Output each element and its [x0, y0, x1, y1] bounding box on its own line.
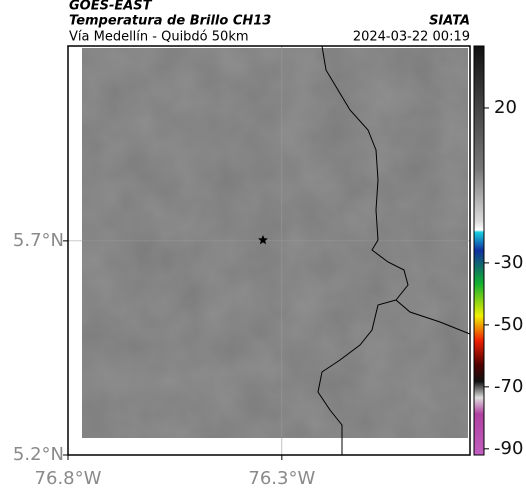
subtitle: Vía Medellín - Quibdó 50km [69, 30, 249, 45]
lon-tick-label: 76.3°W [248, 468, 315, 489]
lat-tick-label: 5.7°N [13, 230, 64, 251]
product: GOES-EAST [69, 0, 153, 14]
image-texture [82, 48, 468, 438]
lat-tick-label: 5.2°N [13, 444, 64, 465]
lon-tick-label: 76.8°W [35, 468, 102, 489]
colorbar-tick-label: 20 [494, 97, 517, 118]
colorbar-tick-label: -30 [494, 252, 523, 273]
datetime: 2024-03-22 00:19 [353, 30, 470, 45]
colorbar-tick-label: -50 [494, 314, 523, 335]
colorbar [473, 45, 485, 456]
location-marker [258, 235, 268, 245]
colorbar-tick-label: -90 [494, 438, 523, 459]
title: Temperatura de Brillo CH13 [69, 14, 271, 29]
source: SIATA [429, 14, 470, 29]
map-frame [67, 45, 471, 456]
colorbar-tick-label: -70 [494, 376, 523, 397]
border-line [317, 45, 471, 455]
